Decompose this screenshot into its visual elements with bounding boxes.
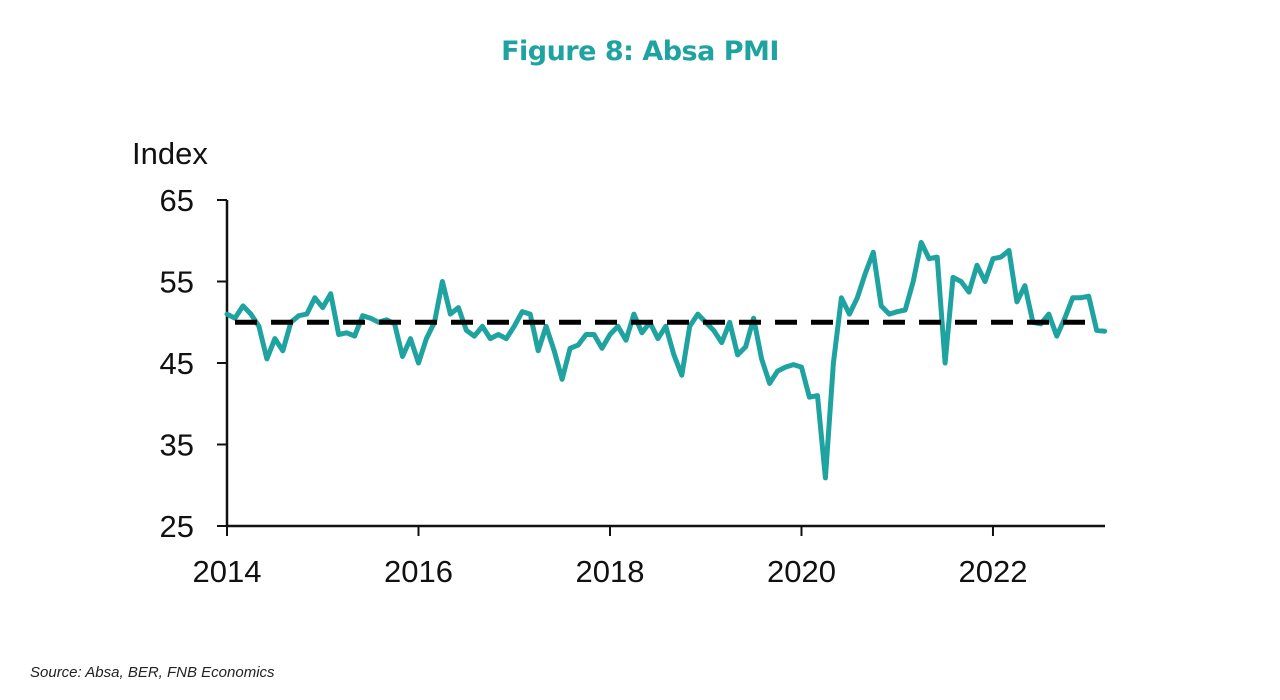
x-tick-label: 2022 <box>958 554 1027 589</box>
x-tick-label: 2020 <box>767 554 836 589</box>
chart-title: Figure 8: Absa PMI <box>501 36 779 67</box>
pmi-series-line <box>224 239 1108 481</box>
y-tick-label: 45 <box>160 346 194 381</box>
y-tick-label: 35 <box>160 428 194 463</box>
source-note: Source: Absa, BER, FNB Economics <box>30 664 275 681</box>
y-axis-title: Index <box>132 136 208 171</box>
y-tick-label: 55 <box>160 265 194 300</box>
y-tick-label: 25 <box>160 509 194 544</box>
x-tick-label: 2018 <box>576 554 645 589</box>
x-tick-label: 2016 <box>384 554 453 589</box>
x-tick-label: 2014 <box>193 554 262 589</box>
y-tick-label: 65 <box>160 183 194 218</box>
